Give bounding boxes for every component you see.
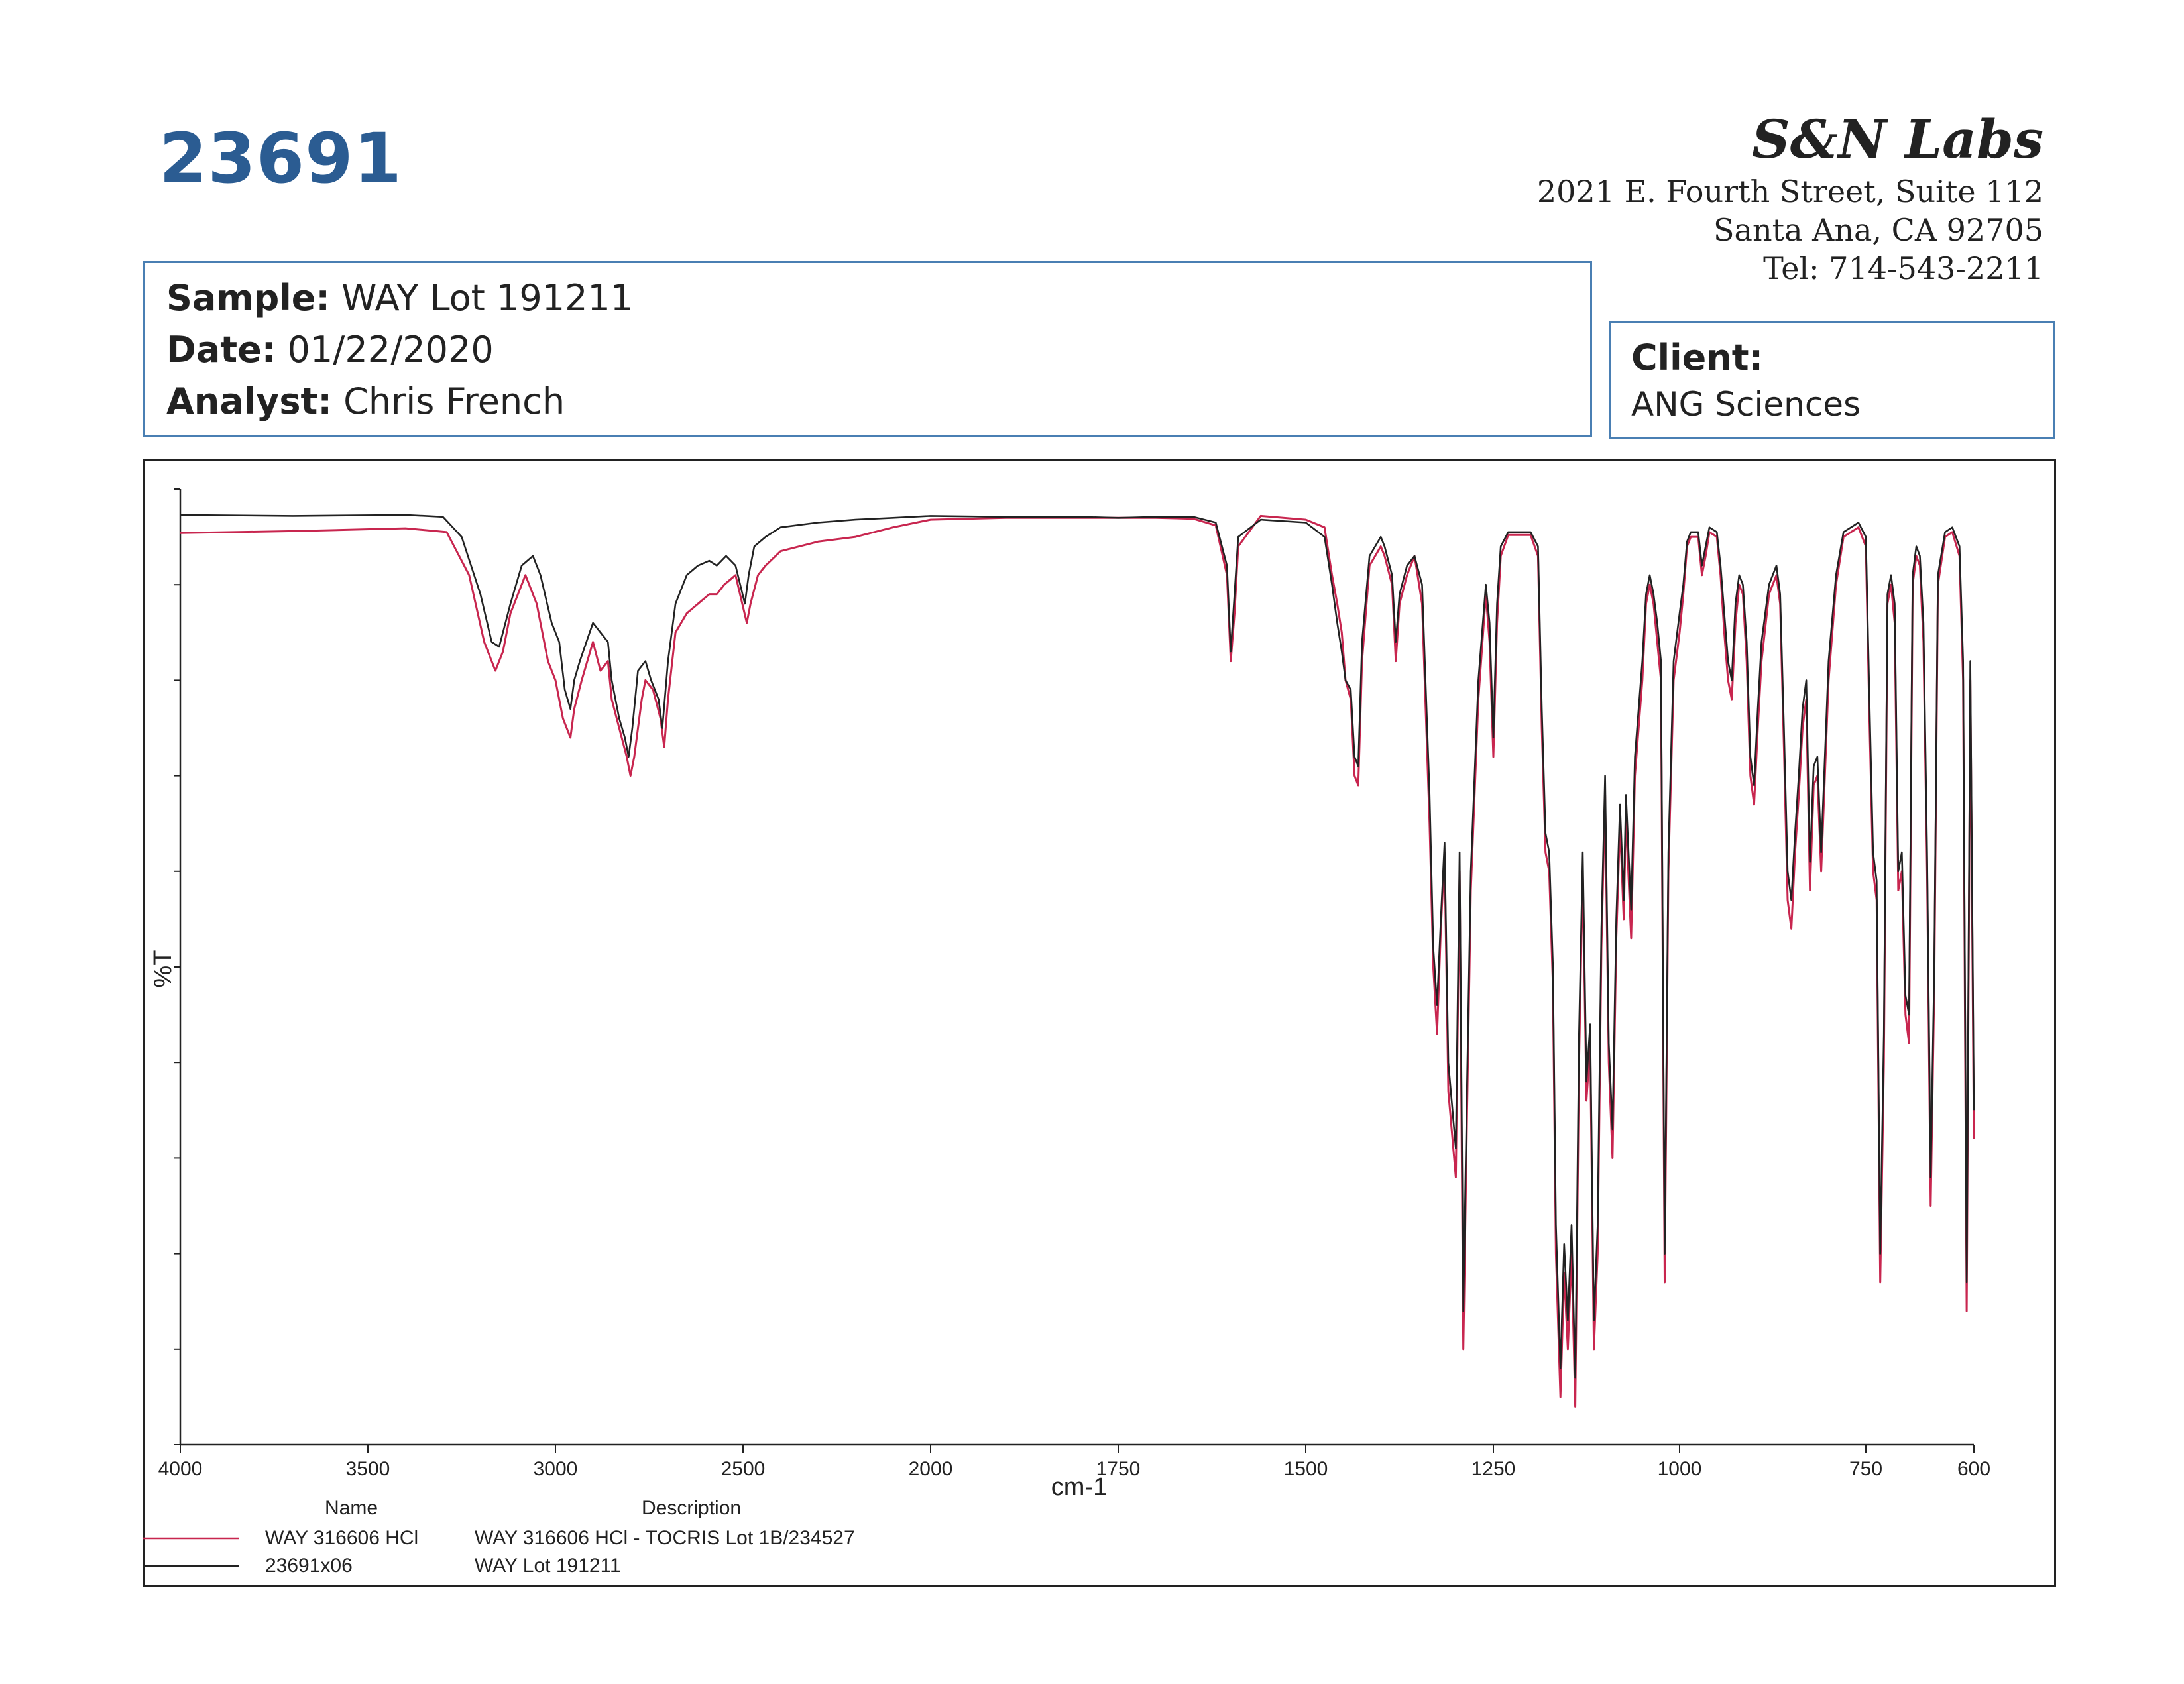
x-tick-label: 1000 [1658,1458,1702,1480]
x-tick-label: 3500 [346,1458,390,1480]
chart-traces [180,514,1975,1408]
analyst-row: Analyst: Chris French [166,376,1590,427]
x-tick-label: 2000 [909,1458,953,1480]
sample-row: Sample: WAY Lot 191211 [166,272,1590,324]
lab-name: S&N Labs [1751,108,2043,170]
lab-address-line-2: Santa Ana, CA 92705 [1713,212,2043,248]
lab-address-line-1: 2021 E. Fourth Street, Suite 112 [1536,174,2043,209]
legend-name-reference: WAY 316606 HCl [265,1527,418,1549]
lab-header: S&N Labs 2021 E. Fourth Street, Suite 11… [1537,106,2043,288]
chart-axes: 4000 3500 3000 2500 2000 1750 1500 1250 1000 750 6… [158,488,1990,1480]
sample-value: WAY Lot 191211 [341,277,634,319]
sample-info-box: Sample: WAY Lot 191211 Date: 01/22/2020 … [143,261,1592,437]
chart-legend: Name Description WAY 316606 HCl WAY 3166… [143,1497,855,1577]
report-id: 23691 [159,118,402,199]
date-row: Date: 01/22/2020 [166,324,1590,376]
client-label: Client: [1631,337,1764,378]
spectrum-trace-reference [180,514,1975,1408]
spectrum-trace-sample [180,514,1975,1379]
lab-phone: Tel: 714-543-2211 [1763,251,2043,286]
x-tick-label: 600 [1957,1458,1990,1480]
x-tick-label: 2500 [721,1458,766,1480]
analyst-value: Chris French [343,380,565,422]
legend-name-sample: 23691x06 [265,1555,353,1577]
legend-description-reference: WAY 316606 HCl - TOCRIS Lot 1B/234527 [475,1527,855,1549]
analyst-label: Analyst: [166,380,332,422]
client-box: Client: ANG Sciences [1609,321,2055,439]
date-label: Date: [166,329,276,370]
y-axis-label: %T [149,950,177,988]
chart-frame [143,459,2056,1587]
legend-description-sample: WAY Lot 191211 [475,1555,621,1577]
x-tick-label: 3000 [534,1458,578,1480]
legend-header-description: Description [642,1497,741,1519]
legend-header-name: Name [325,1497,378,1519]
x-tick-label: 1500 [1284,1458,1328,1480]
date-value: 01/22/2020 [287,329,494,370]
sample-label: Sample: [166,277,330,319]
x-tick-label: 1750 [1096,1458,1141,1480]
x-tick-label: 4000 [158,1458,203,1480]
client-value: ANG Sciences [1631,385,1861,423]
x-tick-label: 750 [1849,1458,1882,1480]
x-axis-label: cm-1 [1051,1473,1107,1501]
x-tick-label: 1250 [1471,1458,1516,1480]
